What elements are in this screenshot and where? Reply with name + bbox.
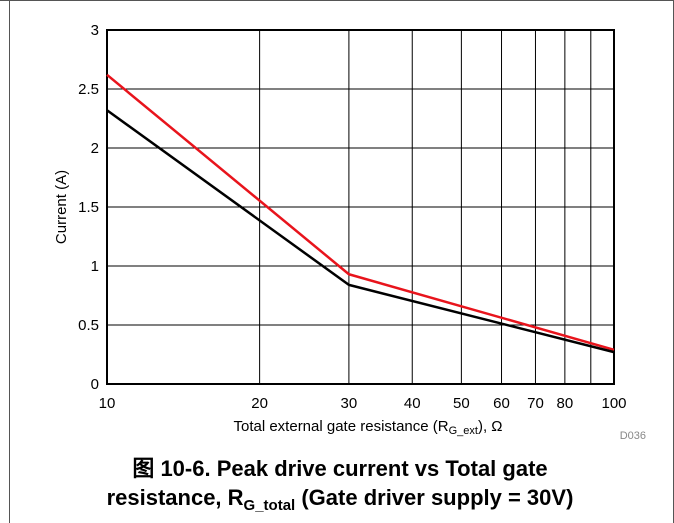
x-tick-label: 60 (493, 395, 510, 412)
x-tick-label: 70 (527, 395, 544, 412)
figure-caption-line1: 图 10-6. Peak drive current vs Total gate (132, 456, 548, 481)
plot-area-frame (106, 29, 615, 385)
figure-code: D036 (620, 430, 646, 442)
x-tick-labels: 10 20 30 40 50 60 70 80 100 (99, 395, 627, 412)
caption-line2-post: (Gate driver supply = 30V) (295, 485, 574, 510)
y-tick-labels: 0 0.5 1 1.5 2 2.5 3 (78, 22, 99, 393)
x-tick-label: 100 (601, 395, 626, 412)
series-line-2 (106, 109, 615, 354)
x-tick-label: 80 (557, 395, 574, 412)
y-axis-label: Current (A) (53, 170, 70, 244)
x-tick-label: 40 (404, 395, 421, 412)
y-tick-label: 1.5 (78, 199, 99, 216)
y-tick-label: 2.5 (78, 81, 99, 98)
series-lines (106, 73, 615, 354)
x-axis-label-end: ), Ω (478, 418, 503, 435)
y-tick-label: 3 (91, 22, 99, 39)
x-tick-label: 10 (99, 395, 116, 412)
y-tick-label: 0 (91, 376, 99, 393)
x-tick-label: 30 (341, 395, 358, 412)
x-axis-label-main: Total external gate resistance (R (233, 418, 448, 435)
x-axis-label-sub: G_ext (449, 425, 478, 437)
x-tick-label: 50 (453, 395, 470, 412)
caption-line2-sub: G_total (243, 497, 296, 514)
caption-line2-pre: resistance, R (106, 485, 244, 510)
peak-drive-current-chart: 0 0.5 1 1.5 2 2.5 3 10 20 30 40 50 60 70 80 100 Curren… (53, 22, 646, 442)
series-line-1 (106, 73, 615, 351)
y-tick-label: 0.5 (78, 317, 99, 334)
x-axis-label: Total external gate resistance (RG_ext),… (233, 418, 502, 437)
x-tick-label: 20 (251, 395, 268, 412)
y-tick-label: 2 (91, 140, 99, 157)
frame-top-border (0, 0, 674, 1)
figure-caption-line2: resistance, RG_total (Gate driver supply… (10, 483, 670, 513)
frame-left-border (9, 0, 10, 523)
grid-lines (106, 29, 615, 385)
y-tick-label: 1 (91, 258, 99, 275)
